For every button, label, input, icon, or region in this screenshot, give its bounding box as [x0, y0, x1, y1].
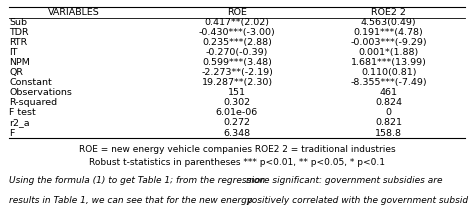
Text: VARIABLES: VARIABLES [47, 8, 100, 17]
Text: 0.235***(2.88): 0.235***(2.88) [202, 38, 272, 47]
Text: 0.191***(4.78): 0.191***(4.78) [354, 28, 424, 37]
Text: F: F [9, 129, 15, 138]
Text: 19.287**(2.30): 19.287**(2.30) [201, 78, 273, 87]
Text: -0.430***(-3.00): -0.430***(-3.00) [199, 28, 275, 37]
Text: -2.273**(-2.19): -2.273**(-2.19) [201, 68, 273, 77]
Text: 0.821: 0.821 [375, 119, 402, 128]
Text: F test: F test [9, 108, 36, 117]
Text: ROE: ROE [227, 8, 247, 17]
Text: ROE = new energy vehicle companies ROE2 2 = traditional industries: ROE = new energy vehicle companies ROE2 … [79, 145, 395, 154]
Text: 151: 151 [228, 88, 246, 97]
Text: -0.270(-0.39): -0.270(-0.39) [206, 48, 268, 57]
Text: IT: IT [9, 48, 18, 57]
Text: 0.110(0.81): 0.110(0.81) [361, 68, 417, 77]
Text: 6.01e-06: 6.01e-06 [216, 108, 258, 117]
Text: r2_a: r2_a [9, 119, 30, 128]
Text: 6.348: 6.348 [223, 129, 251, 138]
Text: Using the formula (1) to get Table 1; from the regression: Using the formula (1) to get Table 1; fr… [9, 176, 265, 185]
Text: results in Table 1, we can see that for the new energy: results in Table 1, we can see that for … [9, 196, 253, 205]
Text: 0: 0 [386, 108, 392, 117]
Text: 4.563(0.49): 4.563(0.49) [361, 18, 417, 27]
Text: 0.824: 0.824 [375, 98, 402, 107]
Text: Robust t-statistics in parentheses *** p<0.01, ** p<0.05, * p<0.1: Robust t-statistics in parentheses *** p… [89, 158, 385, 167]
Text: RTR: RTR [9, 38, 28, 47]
Text: -8.355***(-7.49): -8.355***(-7.49) [350, 78, 427, 87]
Text: 461: 461 [380, 88, 398, 97]
Text: 0.302: 0.302 [223, 98, 251, 107]
Text: Constant: Constant [9, 78, 52, 87]
Text: 158.8: 158.8 [375, 129, 402, 138]
Text: -0.003***(-9.29): -0.003***(-9.29) [350, 38, 427, 47]
Text: 1.681***(13.99): 1.681***(13.99) [351, 58, 427, 67]
Text: 0.599***(3.48): 0.599***(3.48) [202, 58, 272, 67]
Text: more significant: government subsidies are: more significant: government subsidies a… [246, 176, 443, 185]
Text: positively correlated with the government subsid: positively correlated with the governmen… [246, 196, 469, 205]
Text: 0.272: 0.272 [224, 119, 250, 128]
Text: Sub: Sub [9, 18, 27, 27]
Text: R-squared: R-squared [9, 98, 58, 107]
Text: ROE2 2: ROE2 2 [371, 8, 406, 17]
Text: TDR: TDR [9, 28, 29, 37]
Text: 0.417**(2.02): 0.417**(2.02) [204, 18, 270, 27]
Text: NPM: NPM [9, 58, 30, 67]
Text: Observations: Observations [9, 88, 73, 97]
Text: QR: QR [9, 68, 24, 77]
Text: 0.001*(1.88): 0.001*(1.88) [358, 48, 419, 57]
